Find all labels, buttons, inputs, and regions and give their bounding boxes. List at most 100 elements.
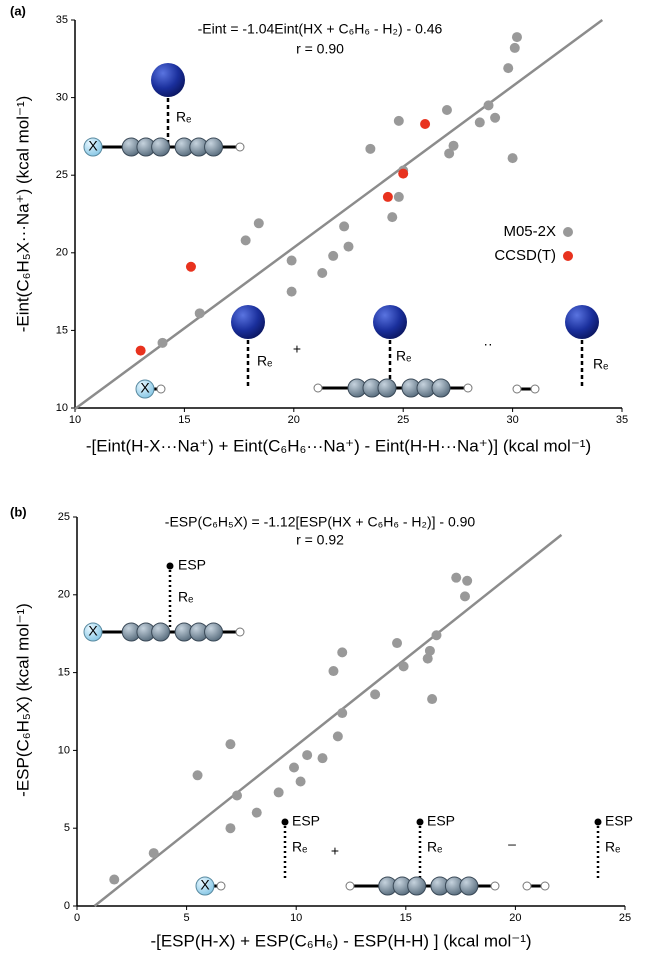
annotation: ESP	[292, 813, 320, 829]
metal-ion	[565, 305, 599, 339]
hydrogen-atom	[522, 881, 532, 891]
y-tick-label: 15	[58, 667, 70, 679]
carbon-atom	[204, 137, 224, 157]
x-tick-label: 30	[506, 414, 518, 426]
annotation: –	[508, 836, 516, 852]
esp-point	[166, 562, 174, 570]
annotation: ESP	[427, 813, 455, 829]
correlation: r = 0.92	[296, 532, 344, 548]
hydrogen-atom	[490, 881, 500, 891]
y-tick-label: 0	[64, 900, 70, 912]
annotation: X	[140, 380, 150, 396]
hydrogen-atom	[463, 383, 473, 393]
data-point	[393, 191, 404, 202]
data-point	[393, 115, 404, 126]
data-point	[387, 212, 398, 223]
x-tick-label: 10	[290, 912, 302, 924]
y-tick-label: 35	[56, 14, 68, 26]
data-point	[332, 731, 343, 742]
data-point	[490, 112, 501, 123]
hydrogen-atom	[313, 383, 323, 393]
x-tick-label: 10	[69, 414, 81, 426]
data-point	[511, 32, 522, 43]
y-axis-label: -Eint(C₆H₅X···Na⁺) (kcal mol⁻¹)	[13, 96, 32, 333]
annotation: X	[88, 623, 98, 639]
x-tick-label: 15	[400, 912, 412, 924]
hydrogen-atom	[530, 384, 540, 394]
data-point	[398, 168, 409, 179]
data-point	[398, 661, 409, 672]
y-tick-label: 15	[56, 324, 68, 336]
hydrogen-atom	[216, 881, 226, 891]
data-point	[192, 770, 203, 781]
data-point	[328, 666, 339, 677]
data-point	[286, 286, 297, 297]
data-point	[448, 140, 459, 151]
annotation: Rₑ	[593, 356, 608, 372]
carbon-atom	[151, 622, 171, 642]
annotation: ESP	[178, 557, 206, 573]
carbon-atom	[151, 137, 171, 157]
data-point	[240, 235, 251, 246]
data-point	[459, 591, 470, 602]
data-point	[109, 874, 120, 885]
annotation: Rₑ	[605, 839, 620, 855]
data-point	[343, 241, 354, 252]
hydrogen-atom	[235, 142, 245, 152]
data-point	[503, 63, 514, 74]
data-point	[509, 42, 520, 53]
carbon-atom	[204, 622, 224, 642]
y-tick-label: 5	[64, 822, 70, 834]
x-tick-label: 20	[509, 912, 521, 924]
x-tick-label: 35	[616, 414, 628, 426]
metal-ion	[373, 305, 407, 339]
x-tick-label: 25	[619, 912, 631, 924]
data-point	[302, 750, 313, 761]
data-point	[251, 807, 262, 818]
x-tick-label: 20	[288, 414, 300, 426]
y-tick-label: 20	[58, 589, 70, 601]
annotation: Rₑ	[176, 109, 191, 125]
data-point	[444, 148, 455, 159]
esp-point	[281, 818, 289, 826]
data-point	[185, 261, 196, 272]
hydrogen-atom	[235, 627, 245, 637]
data-point	[422, 653, 433, 664]
data-point	[441, 105, 452, 116]
data-point	[157, 337, 168, 348]
legend-marker	[563, 251, 573, 261]
y-tick-label: 10	[58, 744, 70, 756]
data-point	[392, 638, 403, 649]
data-point	[365, 143, 376, 154]
carbon-atom	[407, 876, 427, 896]
data-point	[289, 762, 300, 773]
data-point	[286, 255, 297, 266]
data-point	[483, 100, 494, 111]
metal-ion	[151, 63, 185, 97]
data-point	[337, 647, 348, 658]
data-point	[232, 790, 243, 801]
panel-label: (b)	[10, 504, 27, 519]
annotation: +	[331, 843, 339, 859]
data-point	[451, 572, 462, 583]
correlation: r = 0.90	[296, 41, 344, 57]
data-point	[148, 848, 159, 859]
hydrogen-atom	[540, 881, 550, 891]
data-point	[382, 191, 393, 202]
annotation: Rₑ	[396, 348, 411, 364]
annotation: Rₑ	[427, 839, 442, 855]
annotation: X	[88, 138, 98, 154]
y-tick-label: 20	[56, 247, 68, 259]
carbon-atom	[459, 876, 479, 896]
y-tick-label: 30	[56, 92, 68, 104]
data-point	[507, 153, 518, 164]
data-point	[317, 753, 328, 764]
halogen-atom	[83, 137, 103, 157]
data-point	[424, 645, 435, 656]
data-point	[328, 250, 339, 261]
data-point	[225, 739, 236, 750]
hydrogen-atom	[156, 384, 166, 394]
legend-label: CCSD(T)	[494, 247, 556, 264]
data-point	[370, 689, 381, 700]
